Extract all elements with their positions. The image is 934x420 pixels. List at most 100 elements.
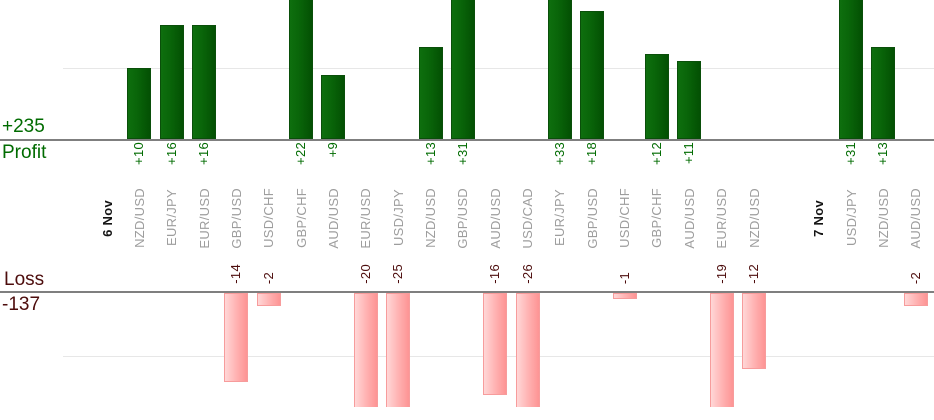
profit-bar (192, 25, 217, 139)
pair-label-text: USD/JPY (390, 189, 406, 247)
value-text: -25 (390, 264, 406, 284)
pair-label-text: NZD/USD (131, 188, 147, 248)
date-label-text: 6 Nov (99, 199, 115, 237)
loss-value-label: -25 (390, 264, 406, 289)
pair-label-text: EUR/JPY (164, 189, 180, 247)
profit-axis-title: Profit (2, 142, 47, 163)
loss-bar (903, 293, 928, 306)
loss-value-label: -2 (260, 271, 276, 289)
pair-label: EUR/JPY (544, 179, 576, 257)
value-text: +12 (648, 142, 664, 165)
loss-bar (353, 293, 378, 407)
value-text: -20 (357, 264, 373, 284)
pair-label: GBP/USD (447, 179, 479, 257)
value-text: -2 (907, 271, 923, 284)
pair-label-text: USD/JPY (843, 189, 859, 247)
profit-bar (321, 75, 346, 139)
pair-label: GBP/USD (220, 179, 252, 257)
value-text: -12 (746, 264, 761, 284)
pair-label-text: NZD/USD (423, 188, 438, 248)
profit-bar (580, 11, 605, 139)
profit-plot-area (0, 0, 934, 139)
loss-bar (742, 293, 766, 369)
profit-bar (839, 0, 864, 139)
pair-label: EUR/JPY (156, 179, 188, 257)
loss-value-label: -1 (617, 271, 632, 289)
profit-bar (547, 0, 572, 139)
pair-label: NZD/USD (415, 179, 447, 257)
value-text: +11 (681, 142, 697, 164)
pair-label-text: EUR/USD (714, 187, 730, 249)
profit-value-label: +18 (584, 142, 599, 170)
profit-value-label: +9 (325, 142, 341, 162)
profit-bar (418, 47, 443, 139)
loss-axis-title: Loss (4, 269, 45, 290)
loss-value-label: -20 (357, 264, 373, 289)
profit-value-label: +13 (875, 142, 890, 170)
pair-label-text: AUD/USD (325, 187, 341, 249)
value-text: +31 (843, 142, 859, 165)
pair-label: NZD/USD (123, 179, 155, 257)
pair-label: GBP/USD (576, 179, 608, 257)
pair-label-text: AUD/USD (487, 187, 503, 249)
loss-value-label: -16 (487, 264, 503, 289)
pair-label-text: USD/CHF (261, 188, 277, 248)
pair-label-text: GBP/USD (455, 187, 471, 249)
pair-label: AUD/USD (900, 179, 932, 257)
gridline-profit-10 (63, 68, 934, 69)
profit-bar (644, 54, 669, 139)
profit-bar (159, 25, 184, 139)
pair-label: GBP/CHF (285, 179, 317, 257)
pair-label: NZD/USD (867, 179, 899, 257)
value-text: -16 (487, 264, 503, 284)
pair-label-text: NZD/USD (875, 188, 891, 248)
pair-label-text: USD/CAD (520, 187, 536, 249)
profit-value-label: +10 (131, 142, 147, 170)
pair-label: USD/JPY (382, 179, 414, 257)
pair-label-text: NZD/USD (746, 188, 762, 248)
profit-value-label: +31 (843, 142, 859, 170)
value-text: -26 (519, 264, 535, 284)
value-text: -2 (260, 271, 276, 284)
pair-label: USD/CHF (253, 179, 285, 257)
loss-bar (709, 293, 734, 407)
loss-bar (386, 293, 411, 407)
pair-label: USD/JPY (835, 179, 867, 257)
profit-bar (677, 61, 702, 139)
value-text: -19 (713, 264, 729, 284)
loss-value-label: -14 (228, 264, 243, 289)
value-text: +13 (422, 142, 438, 165)
loss-bar (515, 293, 540, 407)
profit-axis-line (0, 139, 934, 141)
loss-plot-area (0, 293, 934, 407)
profit-bar (450, 0, 475, 139)
profit-total-label: +235 (2, 116, 45, 137)
profit-value-label: +22 (293, 142, 309, 170)
date-label: 7 Nov (803, 179, 835, 257)
pair-label: GBP/CHF (641, 179, 673, 257)
pair-label-text: EUR/JPY (552, 189, 568, 247)
profit-bar (289, 0, 314, 139)
value-text: +31 (454, 142, 470, 165)
profit-value-label: +12 (648, 142, 664, 170)
profit-value-label: +13 (422, 142, 438, 170)
loss-total-label: -137 (2, 294, 41, 315)
pair-label-text: EUR/USD (358, 187, 374, 249)
loss-value-label: -19 (713, 264, 729, 289)
pair-label: EUR/USD (350, 179, 382, 257)
value-text: +22 (293, 142, 309, 165)
date-label: 6 Nov (91, 179, 123, 257)
profit-value-label: +33 (552, 142, 567, 170)
profit-bar (127, 68, 152, 139)
value-text: +9 (325, 142, 341, 158)
pair-label-text: AUD/USD (681, 187, 697, 249)
loss-value-label: -26 (519, 264, 535, 289)
pair-label-text: AUD/USD (908, 187, 924, 249)
pair-label: EUR/USD (188, 179, 220, 257)
pair-label-text: GBP/USD (228, 187, 244, 249)
value-text: +10 (131, 142, 147, 165)
pair-label: USD/CHF (609, 179, 641, 257)
loss-value-label: -2 (907, 271, 923, 289)
pair-label: EUR/USD (706, 179, 738, 257)
